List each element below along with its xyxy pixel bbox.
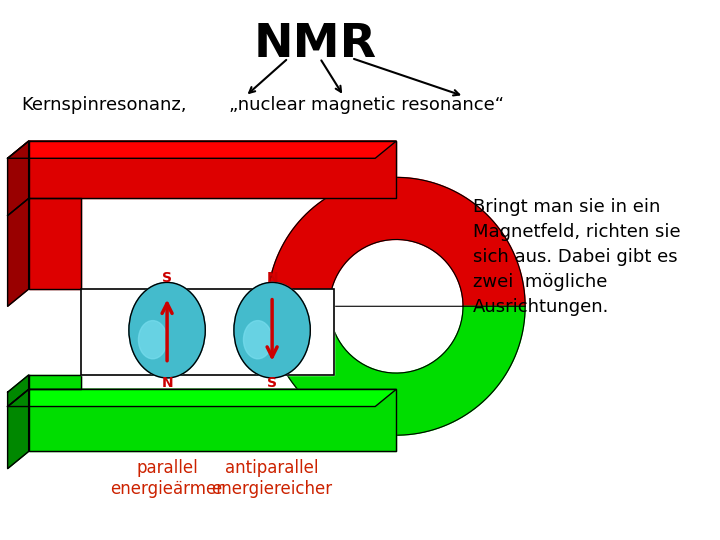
Polygon shape bbox=[29, 141, 396, 198]
Polygon shape bbox=[29, 198, 81, 289]
Polygon shape bbox=[29, 389, 396, 451]
Text: Bringt man sie in ein
Magnetfeld, richten sie
sich aus. Dabei gibt es
zwei  mögl: Bringt man sie in ein Magnetfeld, richte… bbox=[472, 198, 680, 316]
Text: S: S bbox=[162, 271, 172, 285]
Ellipse shape bbox=[129, 282, 205, 378]
Text: N: N bbox=[266, 271, 278, 285]
Bar bbox=[81, 289, 334, 375]
Text: N: N bbox=[161, 376, 173, 390]
Text: „nuclear ​m​agnetic ​resonance“: „nuclear ​m​agnetic ​resonance“ bbox=[229, 96, 504, 114]
Polygon shape bbox=[8, 375, 29, 407]
Text: NMR: NMR bbox=[253, 22, 377, 67]
Text: antiparallel: antiparallel bbox=[225, 459, 319, 477]
Ellipse shape bbox=[234, 282, 310, 378]
Bar bbox=[81, 289, 334, 375]
Polygon shape bbox=[8, 389, 29, 469]
Polygon shape bbox=[8, 141, 29, 215]
Text: energiereicher: energiereicher bbox=[212, 480, 333, 498]
Polygon shape bbox=[8, 141, 396, 158]
Polygon shape bbox=[267, 178, 525, 306]
Ellipse shape bbox=[138, 321, 167, 359]
Text: Kernspinresonanz,: Kernspinresonanz, bbox=[21, 96, 186, 114]
Text: energieärmer: energieärmer bbox=[110, 480, 224, 498]
Text: parallel: parallel bbox=[136, 459, 198, 477]
Text: S: S bbox=[267, 376, 277, 390]
Ellipse shape bbox=[243, 321, 272, 359]
Polygon shape bbox=[29, 375, 81, 389]
Polygon shape bbox=[267, 306, 525, 435]
Polygon shape bbox=[8, 389, 396, 407]
Polygon shape bbox=[8, 198, 29, 306]
